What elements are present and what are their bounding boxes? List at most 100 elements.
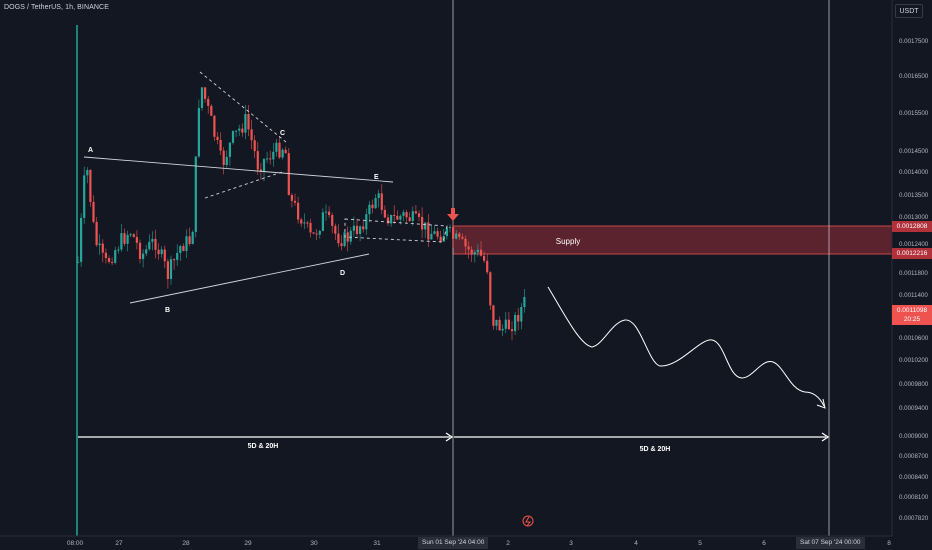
- candle-body: [458, 233, 461, 237]
- candle-body: [411, 211, 414, 222]
- price-tick-label: 0.0010600: [899, 335, 929, 342]
- candle-body: [365, 214, 368, 230]
- candle-body: [104, 252, 107, 259]
- candle-body: [219, 139, 222, 151]
- candle-body: [256, 151, 259, 170]
- candle-body: [337, 233, 340, 244]
- candle-body: [269, 158, 272, 160]
- candle-body: [427, 222, 430, 240]
- candle-body: [479, 249, 483, 256]
- candle-body: [334, 225, 337, 234]
- price-tick-label: 0.0016500: [899, 73, 929, 80]
- candle-body: [448, 227, 452, 229]
- candle-body: [430, 233, 433, 240]
- candle-body: [306, 222, 309, 224]
- lightning-icon[interactable]: [522, 515, 534, 527]
- supply-zone[interactable]: [452, 225, 893, 255]
- price-tick-label: 0.0008700: [899, 453, 929, 460]
- candle-body: [495, 319, 498, 326]
- candle-body: [95, 221, 98, 246]
- supply-lower-price: 0.0012216: [896, 250, 928, 257]
- candle-body: [371, 204, 374, 209]
- price-tick-label: 0.0011400: [899, 292, 928, 299]
- candle-body: [135, 237, 138, 243]
- candle-body: [92, 201, 95, 222]
- price-axis[interactable]: 0.0017500 0.0016500 0.0015500 0.0014500 0.00…: [899, 38, 929, 522]
- candle-body: [414, 211, 417, 214]
- range-label-2: 5D & 20H: [640, 446, 671, 453]
- price-tick-label: 0.0009400: [899, 405, 929, 412]
- candle-body: [111, 261, 114, 263]
- candle-body: [185, 236, 188, 252]
- candle-body: [368, 204, 371, 215]
- candle-body: [510, 329, 514, 332]
- projection-path[interactable]: [547, 286, 825, 407]
- candle-body: [89, 169, 92, 202]
- trendline-b-d[interactable]: [129, 253, 370, 304]
- candle-body: [120, 233, 123, 250]
- chart-title: DOGS / TetherUS, 1h, BINANCE: [4, 4, 109, 11]
- candle-body: [421, 216, 424, 230]
- candle-body: [231, 131, 235, 143]
- time-tick-label: 08:00: [67, 540, 84, 547]
- time-tick-label: 4: [634, 540, 638, 547]
- price-tick-label: 0.0013000: [899, 214, 929, 221]
- price-tick-label: 0.0007820: [899, 515, 929, 522]
- candle-body: [253, 140, 256, 152]
- candle-body: [80, 217, 83, 262]
- candle-body: [300, 219, 303, 224]
- point-d-label: D: [340, 270, 345, 277]
- supply-lower-price-label: 0.0012216: [892, 248, 932, 259]
- time-axis[interactable]: 08:0027282930312345678: [67, 540, 891, 547]
- candle-body: [520, 307, 523, 322]
- candle-body: [204, 87, 207, 99]
- candle-body: [514, 314, 517, 332]
- countdown-timer: 20:25: [903, 316, 921, 323]
- candle-body: [293, 200, 297, 203]
- wedge-upper-line[interactable]: [199, 71, 287, 143]
- candle-body: [151, 238, 154, 242]
- candle-body: [476, 249, 479, 253]
- candle-body: [321, 212, 324, 231]
- price-tick-label: 0.0009800: [899, 381, 929, 388]
- current-price-value: 0.0011098: [896, 307, 928, 314]
- candle-body: [507, 319, 510, 330]
- price-tick-label: 0.0015500: [899, 110, 929, 117]
- candle-body: [287, 153, 290, 196]
- supply-upper-price-label: 0.0012808: [892, 221, 932, 232]
- time-tick-label: 2: [506, 540, 510, 547]
- candle-body: [355, 225, 359, 234]
- candle-body: [433, 231, 436, 234]
- candle-body: [424, 222, 427, 230]
- time-tick-label: 29: [244, 540, 252, 547]
- candle-body: [281, 149, 284, 158]
- candle-body: [346, 232, 349, 242]
- price-tick-label: 0.0013500: [899, 192, 929, 199]
- price-tick-label: 0.0010200: [899, 357, 929, 364]
- range-arrow-2-head-icon: [821, 432, 830, 442]
- candle-body: [383, 209, 386, 218]
- candle-body: [436, 231, 439, 237]
- trendline-a-e[interactable]: [83, 156, 394, 183]
- candle-body: [393, 215, 396, 217]
- candle-body: [163, 249, 166, 262]
- candle-body: [284, 149, 287, 154]
- candle-body: [173, 259, 176, 261]
- candle-body: [148, 241, 151, 250]
- consolidation-box[interactable]: [344, 218, 448, 243]
- candle-body: [101, 243, 104, 253]
- candle-body: [352, 225, 355, 231]
- candle-body: [244, 114, 247, 133]
- candle-body: [309, 222, 312, 233]
- wedge-lower-line[interactable]: [204, 171, 283, 199]
- candle-body: [461, 236, 464, 239]
- candle-body: [117, 249, 120, 251]
- currency-unit-button[interactable]: USDT: [895, 4, 923, 18]
- pattern-drawings[interactable]: [83, 71, 448, 304]
- candle-body: [250, 129, 253, 141]
- point-a-label: A: [88, 147, 93, 154]
- candle-body: [328, 211, 331, 216]
- candle-body: [517, 314, 520, 322]
- price-tick-label: 0.0008400: [899, 474, 929, 481]
